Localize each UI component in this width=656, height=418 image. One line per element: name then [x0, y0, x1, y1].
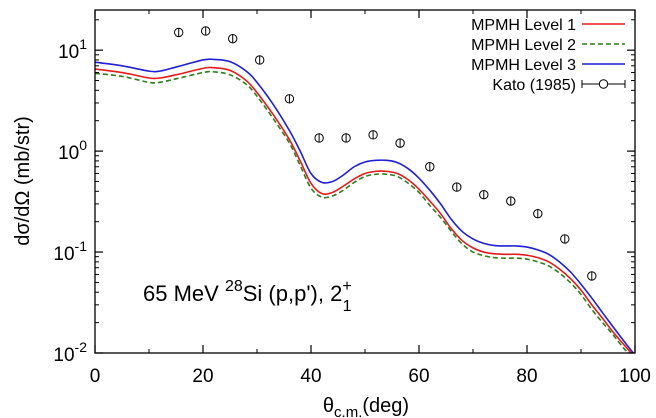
y-tick-base: 10 [58, 143, 79, 164]
x-tick-label: 80 [516, 366, 537, 387]
data-points-layer [174, 26, 597, 281]
legend-label: Kato (1985) [492, 77, 576, 94]
y-axis-label: dσ/dΩ (mb/str) [12, 116, 34, 246]
x-tick-label: 0 [90, 366, 101, 387]
legend-label: MPMH Level 1 [471, 17, 576, 34]
annotation-energy: 65 MeV [143, 281, 225, 306]
ticks-layer [94, 10, 636, 354]
y-tick-label: 100 [58, 137, 87, 164]
series-layer [95, 58, 635, 353]
x-axis-label-theta: θ [323, 395, 334, 417]
x-axis-label-unit: (deg) [362, 395, 409, 417]
legend-point-marker [598, 79, 609, 89]
x-tick-labels: 0 20 40 60 80 100 [90, 366, 651, 387]
x-axis-label-sub: c.m. [334, 404, 362, 418]
annotation-index: 1 [343, 298, 352, 315]
x-tick-label: 100 [619, 366, 651, 387]
x-tick-label: 40 [300, 366, 321, 387]
series-line-1 [95, 66, 633, 353]
series-line-3 [95, 58, 635, 353]
y-tick-exponent: -1 [75, 238, 88, 254]
x-axis-label: θc.m.(deg) [323, 395, 409, 418]
x-tick-label: 60 [408, 366, 429, 387]
y-tick-base: 10 [53, 244, 74, 265]
y-tick-base: 10 [58, 42, 79, 63]
x-tick-label: 20 [192, 366, 213, 387]
annotation-reaction: Si (p,p'), 2 [243, 281, 343, 306]
y-tick-exponent: 0 [79, 137, 87, 153]
y-tick-label: 10-1 [53, 238, 87, 265]
y-tick-label: 10-2 [53, 339, 87, 366]
annotation-mass-number: 28 [225, 278, 243, 295]
reaction-annotation: 65 MeV 28Si (p,p'), 2+ 1 [143, 278, 352, 315]
legend-label: MPMH Level 2 [471, 37, 576, 54]
y-tick-exponent: -2 [75, 339, 88, 355]
series-line-2 [95, 70, 630, 353]
legend-label: MPMH Level 3 [471, 57, 576, 74]
legend: MPMH Level 1 MPMH Level 2 MPMH Level 3 Kato… [471, 17, 626, 94]
y-tick-exponent: 1 [79, 36, 87, 52]
y-tick-base: 10 [53, 345, 74, 366]
y-tick-label: 101 [58, 36, 87, 63]
annotation-parity: + [342, 278, 351, 295]
